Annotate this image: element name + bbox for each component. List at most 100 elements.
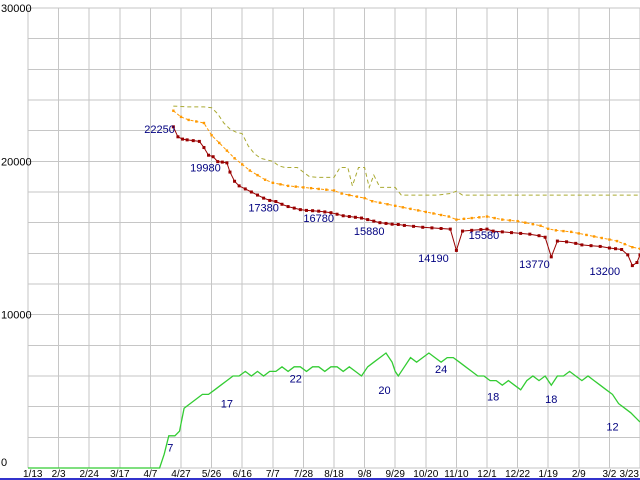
marker-average-price [325, 188, 328, 191]
marker-average-price [478, 216, 481, 219]
marker-average-price [608, 238, 611, 241]
marker-average-price [485, 215, 489, 218]
marker-average-price [447, 215, 450, 218]
x-axis-label: 7/28 [294, 469, 314, 480]
marker-lowest-price [207, 153, 211, 157]
marker-lowest-price [216, 160, 220, 164]
marker-lowest-price [555, 239, 559, 243]
marker-lowest-price [491, 229, 495, 233]
marker-average-price [279, 183, 282, 186]
marker-average-price [179, 115, 183, 119]
marker-average-price [631, 246, 634, 249]
marker-lowest-price [335, 212, 339, 216]
marker-lowest-price [176, 135, 180, 139]
x-axis-label: 10/20 [413, 469, 438, 480]
x-axis-label: 3/17 [110, 469, 130, 480]
data-label: 15880 [354, 226, 385, 238]
marker-lowest-price [317, 209, 321, 213]
data-label: 18 [487, 392, 499, 404]
y-axis-label: 10000 [1, 310, 32, 322]
marker-average-price [623, 242, 626, 246]
marker-lowest-price [366, 218, 370, 222]
marker-average-price [256, 173, 259, 177]
marker-lowest-price [311, 209, 315, 213]
marker-average-price [294, 185, 297, 188]
marker-average-price [271, 181, 274, 184]
marker-lowest-price [268, 198, 272, 202]
marker-average-price [309, 186, 313, 190]
marker-lowest-price [638, 253, 640, 257]
marker-average-price [470, 216, 473, 220]
marker-average-price [241, 163, 244, 166]
y-axis-label: 0 [1, 457, 7, 469]
marker-lowest-price [280, 202, 284, 206]
x-axis-label: 2/24 [79, 469, 99, 480]
x-axis-label: 11/10 [444, 469, 469, 480]
marker-average-price [592, 235, 596, 238]
marker-lowest-price [565, 240, 569, 244]
marker-lowest-price [292, 206, 296, 210]
marker-average-price [462, 217, 466, 221]
x-axis-label: 1/13 [23, 469, 43, 480]
data-label: 12 [606, 422, 618, 434]
marker-average-price [577, 232, 580, 235]
marker-average-price [394, 204, 397, 207]
marker-average-price [524, 221, 527, 224]
data-label: 19980 [190, 162, 221, 174]
marker-average-price [348, 193, 351, 197]
marker-lowest-price [191, 139, 195, 143]
marker-lowest-price [323, 210, 327, 214]
marker-lowest-price [448, 227, 452, 231]
marker-lowest-price [470, 228, 474, 232]
marker-average-price [409, 207, 412, 211]
marker-lowest-price [589, 244, 593, 248]
y-axis-label: 20000 [1, 156, 32, 168]
marker-lowest-price [614, 247, 618, 251]
marker-average-price [332, 189, 336, 192]
marker-lowest-price [626, 253, 630, 257]
marker-lowest-price [454, 248, 458, 252]
marker-lowest-price [500, 230, 504, 234]
marker-average-price [569, 230, 573, 234]
series-store-count [28, 352, 640, 469]
marker-average-price [539, 224, 542, 227]
marker-lowest-price [485, 227, 489, 231]
data-label: 18 [545, 394, 557, 406]
marker-lowest-price [635, 261, 639, 265]
x-axis-label: 7/7 [266, 469, 280, 480]
marker-average-price [302, 186, 305, 189]
marker-lowest-price [249, 190, 253, 194]
marker-lowest-price [329, 211, 333, 215]
marker-lowest-price [181, 137, 185, 141]
marker-lowest-price [384, 221, 388, 225]
marker-average-price [424, 210, 427, 214]
marker-average-price [378, 201, 382, 204]
marker-lowest-price [543, 235, 547, 239]
data-label: 22 [290, 373, 302, 385]
marker-average-price [340, 192, 343, 195]
marker-lowest-price [402, 223, 406, 227]
marker-lowest-price [353, 215, 357, 219]
marker-lowest-price [509, 231, 513, 235]
marker-average-price [202, 121, 206, 125]
marker-lowest-price [479, 228, 483, 232]
marker-average-price [225, 149, 229, 152]
x-axis-label: 12/1 [477, 469, 497, 480]
marker-average-price [600, 236, 603, 240]
marker-average-price [562, 229, 565, 233]
marker-lowest-price [243, 187, 247, 191]
x-axis-label: 8/18 [324, 469, 344, 480]
series-average-price [172, 110, 640, 250]
marker-lowest-price [580, 243, 584, 247]
x-axis-label: 2/9 [572, 469, 586, 480]
data-label: 14190 [418, 253, 449, 265]
marker-lowest-price [537, 234, 541, 238]
marker-average-price [547, 227, 550, 230]
x-axis-label: 3/2 [602, 469, 616, 480]
marker-lowest-price [396, 223, 400, 227]
marker-lowest-price [304, 208, 308, 212]
marker-average-price [386, 203, 389, 206]
marker-average-price [248, 169, 252, 172]
